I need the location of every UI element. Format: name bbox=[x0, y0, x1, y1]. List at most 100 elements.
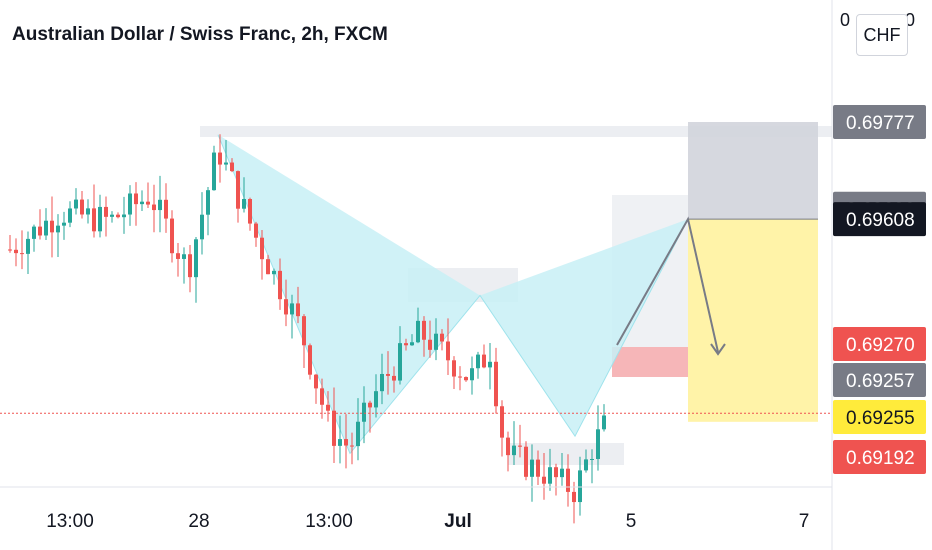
candle bbox=[338, 415, 342, 464]
price-scale-top-right: 0 bbox=[905, 10, 916, 30]
candle-body bbox=[380, 373, 384, 392]
candle-body bbox=[482, 354, 486, 368]
candle bbox=[320, 378, 324, 419]
time-tick-label: 7 bbox=[799, 511, 810, 532]
candle bbox=[230, 158, 234, 173]
candle-body bbox=[470, 368, 474, 381]
candle bbox=[200, 192, 204, 255]
candle bbox=[218, 134, 222, 183]
candle bbox=[62, 211, 66, 240]
candle-body bbox=[392, 375, 396, 381]
candle bbox=[86, 199, 90, 224]
harmonic-pattern[interactable] bbox=[217, 134, 689, 455]
candle bbox=[32, 224, 36, 252]
axes-layer bbox=[0, 0, 833, 550]
candle-body bbox=[194, 239, 198, 278]
projection-path bbox=[616, 216, 719, 353]
candle-body bbox=[572, 491, 576, 503]
candle bbox=[458, 366, 462, 391]
candle bbox=[254, 221, 258, 247]
candle bbox=[242, 177, 246, 213]
candle-body bbox=[200, 214, 204, 240]
candle bbox=[404, 338, 408, 351]
candle bbox=[434, 318, 438, 361]
candle-body bbox=[206, 190, 210, 215]
price-label: 0.69255 bbox=[833, 400, 926, 434]
candle-body bbox=[122, 214, 126, 218]
candle bbox=[452, 356, 456, 390]
candle bbox=[554, 463, 558, 496]
candle-body bbox=[332, 410, 336, 446]
candle-body bbox=[422, 320, 426, 340]
short-position-tool[interactable] bbox=[616, 122, 818, 422]
price-scale-labels[interactable]: 0.697770.696260.696080.694000.692700.692… bbox=[833, 105, 926, 474]
candle bbox=[104, 196, 108, 237]
candle bbox=[110, 211, 114, 223]
candle-body bbox=[494, 361, 498, 407]
candle bbox=[512, 421, 516, 466]
time-scale-labels[interactable]: 13:00 28 13:00 Jul 5 7 bbox=[46, 511, 809, 532]
candle-body bbox=[212, 152, 216, 191]
candle-body bbox=[266, 259, 270, 275]
candle bbox=[20, 230, 24, 270]
candle-body bbox=[500, 406, 504, 438]
candle-body bbox=[542, 476, 546, 484]
candle-body bbox=[44, 220, 48, 236]
candle bbox=[212, 145, 216, 191]
candle-body bbox=[560, 468, 564, 478]
candle-body bbox=[428, 339, 432, 350]
price-label: 0.69608 bbox=[833, 202, 926, 237]
price-label-text: 0.69608 bbox=[846, 210, 915, 231]
candle-body bbox=[92, 208, 96, 232]
candle-body bbox=[290, 303, 294, 315]
candle bbox=[464, 376, 468, 382]
candle-body bbox=[134, 193, 138, 205]
candle-body bbox=[452, 360, 456, 377]
currency-button[interactable]: CHF bbox=[856, 14, 908, 56]
candle bbox=[38, 209, 42, 240]
candle bbox=[92, 184, 96, 238]
candle bbox=[518, 424, 522, 458]
candle-body bbox=[242, 198, 246, 209]
candle-body bbox=[536, 459, 540, 477]
candle bbox=[44, 208, 48, 241]
candle bbox=[14, 238, 18, 267]
candle-body bbox=[284, 299, 288, 315]
candle bbox=[164, 183, 168, 233]
candle-body bbox=[104, 206, 108, 217]
candle-body bbox=[170, 218, 174, 254]
price-label-bg bbox=[833, 400, 926, 434]
candle bbox=[362, 386, 366, 444]
candle bbox=[296, 286, 300, 324]
candle-body bbox=[464, 377, 468, 381]
candle bbox=[140, 190, 144, 211]
candle-body bbox=[314, 374, 318, 389]
candle-body bbox=[476, 354, 480, 369]
candle bbox=[560, 452, 564, 486]
candle-body bbox=[416, 320, 420, 343]
candle bbox=[416, 307, 420, 344]
price-label: 0.69192 bbox=[833, 440, 926, 474]
price-label-text: 0.69192 bbox=[846, 448, 915, 469]
candle bbox=[194, 236, 198, 303]
price-label: 0.69777 bbox=[833, 105, 926, 139]
candle-body bbox=[74, 199, 78, 209]
candle bbox=[428, 320, 432, 358]
projection-arrowhead bbox=[710, 343, 726, 356]
candle bbox=[572, 481, 576, 524]
candle bbox=[290, 294, 294, 339]
candle bbox=[578, 456, 582, 516]
candle-body bbox=[86, 208, 90, 215]
candle bbox=[152, 184, 156, 233]
candle-body bbox=[128, 193, 132, 215]
candle bbox=[470, 356, 474, 395]
candle-body bbox=[512, 445, 516, 456]
candle bbox=[410, 334, 414, 346]
candle-body bbox=[602, 415, 606, 430]
candle-body bbox=[446, 341, 450, 361]
candle bbox=[134, 182, 138, 226]
candle-body bbox=[344, 439, 348, 446]
price-label-text: 0.69255 bbox=[846, 408, 915, 429]
stop-loss-zone bbox=[688, 122, 818, 220]
